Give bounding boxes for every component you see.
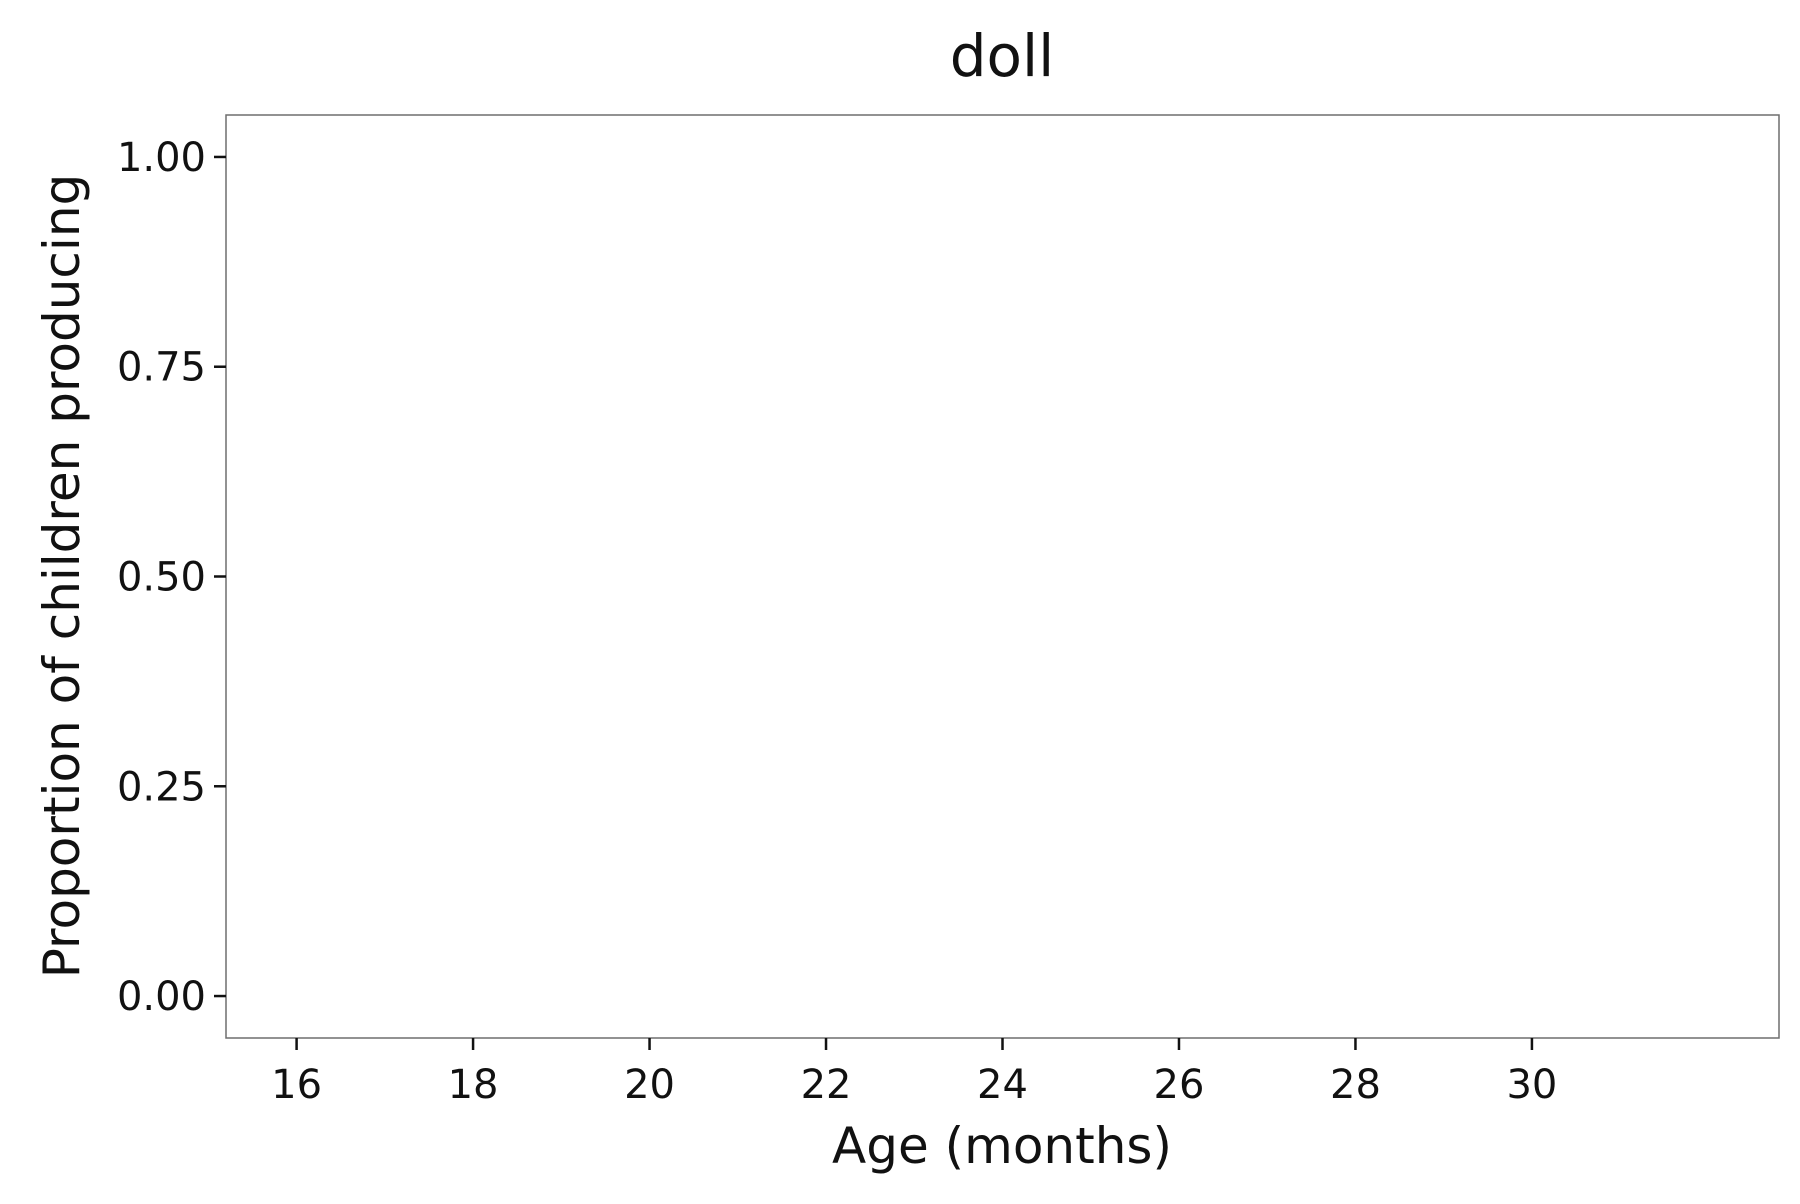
x-tick-label: 22 xyxy=(801,1062,852,1108)
y-tick-label: 0.75 xyxy=(117,345,206,391)
x-tick-label: 18 xyxy=(448,1062,499,1108)
x-axis: 16 18 20 22 24 26 28 30 xyxy=(271,1038,1557,1108)
y-axis-label: Proportion of children producing xyxy=(33,174,91,979)
x-tick-label: 30 xyxy=(1506,1062,1557,1108)
y-tick-label: 0.00 xyxy=(117,974,206,1020)
x-tick-label: 20 xyxy=(624,1062,675,1108)
y-tick-label: 0.50 xyxy=(117,555,206,601)
x-axis-label: Age (months) xyxy=(832,1117,1172,1175)
x-tick-label: 26 xyxy=(1154,1062,1205,1108)
plot-panel xyxy=(225,114,1780,1039)
y-tick-label: 0.25 xyxy=(117,764,206,810)
x-tick-label: 28 xyxy=(1330,1062,1381,1108)
chart-title: doll xyxy=(950,22,1055,90)
y-axis: 0.00 0.25 0.50 0.75 1.00 xyxy=(117,135,226,1020)
x-tick-label: 24 xyxy=(977,1062,1028,1108)
x-tick-label: 16 xyxy=(271,1062,322,1108)
y-tick-label: 1.00 xyxy=(117,135,206,181)
